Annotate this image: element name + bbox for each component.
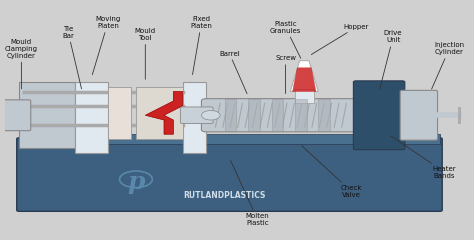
FancyBboxPatch shape bbox=[295, 99, 307, 131]
Text: Tie
Bar: Tie Bar bbox=[62, 26, 82, 89]
Text: Hopper: Hopper bbox=[311, 24, 368, 54]
FancyBboxPatch shape bbox=[19, 82, 75, 149]
FancyBboxPatch shape bbox=[19, 134, 440, 144]
FancyBboxPatch shape bbox=[225, 99, 237, 131]
Polygon shape bbox=[146, 91, 182, 134]
FancyBboxPatch shape bbox=[201, 99, 360, 132]
FancyBboxPatch shape bbox=[17, 138, 442, 211]
FancyBboxPatch shape bbox=[400, 90, 438, 140]
Text: Molten
Plastic: Molten Plastic bbox=[231, 161, 269, 226]
Text: Check
Valve: Check Valve bbox=[301, 146, 362, 198]
Text: Drive
Unit: Drive Unit bbox=[380, 30, 402, 89]
FancyBboxPatch shape bbox=[75, 82, 108, 153]
Text: Barrel: Barrel bbox=[219, 51, 247, 94]
FancyBboxPatch shape bbox=[181, 107, 213, 124]
Text: Mould
Clamping
Cylinder: Mould Clamping Cylinder bbox=[5, 39, 38, 89]
FancyBboxPatch shape bbox=[108, 87, 131, 139]
FancyBboxPatch shape bbox=[319, 99, 330, 131]
Polygon shape bbox=[290, 61, 319, 91]
Text: RUTLANDPLASTICS: RUTLANDPLASTICS bbox=[183, 192, 266, 200]
Text: Plastic
Granules: Plastic Granules bbox=[270, 21, 301, 58]
Text: Screw: Screw bbox=[275, 55, 296, 94]
Text: p: p bbox=[127, 170, 145, 194]
FancyBboxPatch shape bbox=[354, 81, 405, 150]
Polygon shape bbox=[292, 68, 316, 91]
FancyBboxPatch shape bbox=[136, 87, 182, 139]
Text: Injection
Cylinder: Injection Cylinder bbox=[432, 42, 465, 89]
FancyBboxPatch shape bbox=[182, 82, 206, 153]
Text: Moving
Platen: Moving Platen bbox=[92, 16, 120, 75]
FancyBboxPatch shape bbox=[295, 89, 314, 103]
Circle shape bbox=[201, 110, 220, 120]
Text: Fixed
Platen: Fixed Platen bbox=[191, 16, 212, 75]
FancyBboxPatch shape bbox=[248, 99, 260, 131]
Text: Mould
Tool: Mould Tool bbox=[135, 28, 156, 79]
FancyBboxPatch shape bbox=[272, 99, 283, 131]
FancyBboxPatch shape bbox=[3, 100, 31, 131]
Text: Heater
Bands: Heater Bands bbox=[391, 136, 456, 179]
